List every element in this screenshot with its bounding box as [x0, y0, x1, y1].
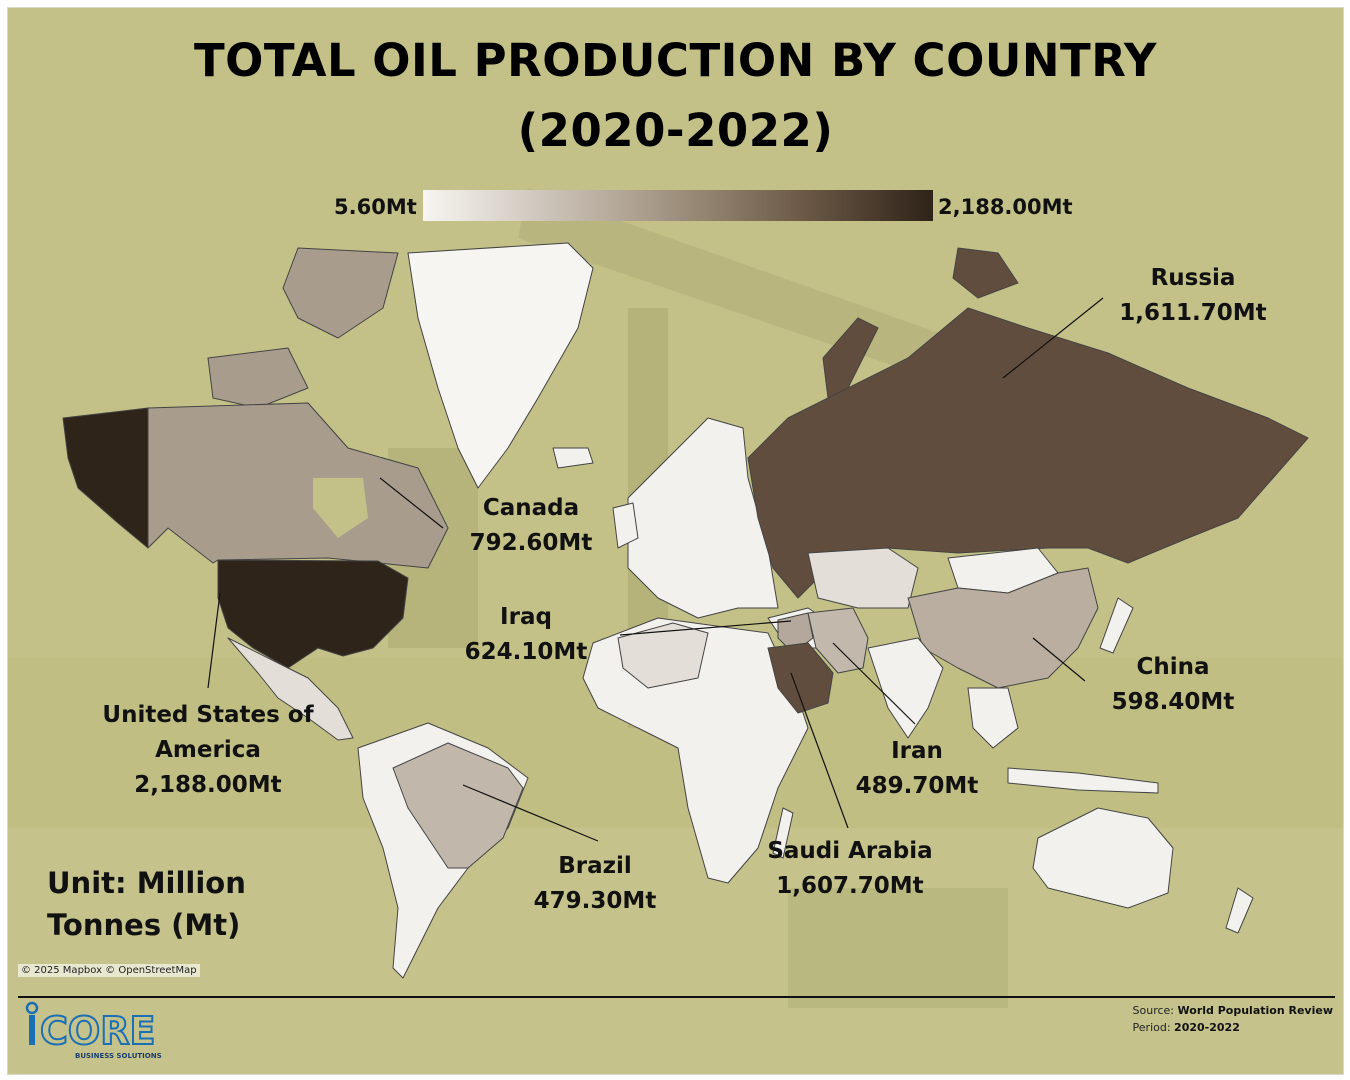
- australia-shape: [1032, 807, 1174, 909]
- period-value: 2020-2022: [1174, 1021, 1240, 1034]
- leader-saudi-arabia: [790, 672, 849, 829]
- indonesia-shape: [1007, 767, 1159, 794]
- label-brazil-name: Brazil: [558, 853, 632, 879]
- label-saudi-arabia: Saudi Arabia 1,607.70Mt: [760, 834, 940, 904]
- source-block: Source: World Population Review Period: …: [1133, 1002, 1333, 1036]
- unit-note-line1: Unit: Million: [47, 866, 246, 900]
- saudi-arabia-shape: [767, 642, 834, 714]
- hudson-bay: [313, 478, 368, 538]
- china-shape: [907, 567, 1099, 689]
- novaya-zemlya-shape: [822, 317, 879, 399]
- label-china-name: China: [1136, 654, 1210, 680]
- label-canada: Canada 792.60Mt: [451, 491, 611, 561]
- leader-brazil: [462, 784, 599, 842]
- iceland-shape: [552, 447, 594, 469]
- label-iran-value: 489.70Mt: [855, 773, 979, 799]
- canada-shape: [147, 402, 449, 569]
- mexico-shape: [227, 637, 354, 741]
- label-usa-name-line1: United States of: [102, 702, 314, 728]
- madagascar-shape: [772, 807, 794, 859]
- label-iraq-value: 624.10Mt: [464, 639, 588, 665]
- russia-islands-shape: [952, 247, 1019, 299]
- canada-islands-shape-2: [207, 347, 309, 409]
- unit-note: Unit: Million Tonnes (Mt): [47, 862, 246, 946]
- europe-shape: [627, 417, 779, 619]
- usa-shape: [217, 559, 409, 669]
- greenland-shape: [407, 242, 594, 489]
- label-china-value: 598.40Mt: [1111, 689, 1235, 715]
- label-iraq: Iraq 624.10Mt: [446, 600, 606, 670]
- label-russia-name: Russia: [1150, 265, 1236, 291]
- central-asia-shape: [807, 547, 919, 609]
- label-china: China 598.40Mt: [1093, 650, 1253, 720]
- label-usa-value: 2,188.00Mt: [134, 772, 282, 798]
- source-label: Source:: [1132, 1004, 1175, 1017]
- source-value: World Population Review: [1177, 1004, 1333, 1017]
- label-canada-name: Canada: [482, 495, 580, 521]
- unit-note-line2: Tonnes (Mt): [47, 908, 241, 942]
- japan-shape: [1099, 597, 1134, 654]
- leader-russia: [1002, 297, 1104, 379]
- uk-shape: [612, 502, 639, 549]
- label-iran-name: Iran: [891, 738, 943, 764]
- india-shape: [867, 637, 944, 739]
- world-map: [62, 242, 1309, 979]
- label-russia: Russia 1,611.70Mt: [1113, 261, 1273, 331]
- label-saudi-arabia-value: 1,607.70Mt: [776, 873, 924, 899]
- leader-canada: [379, 477, 444, 529]
- leader-iraq: [619, 620, 792, 636]
- label-usa-name-line2: America: [155, 737, 261, 763]
- southeast-asia-shape: [967, 687, 1019, 749]
- canada-islands-shape: [282, 247, 399, 339]
- label-iran: Iran 489.70Mt: [837, 734, 997, 804]
- legend-min-label: 5.60Mt: [334, 195, 417, 219]
- alaska-shape: [62, 407, 149, 549]
- brazil-shape: [392, 742, 524, 869]
- label-iraq-name: Iraq: [500, 604, 552, 630]
- label-usa: United States of America 2,188.00Mt: [88, 698, 328, 803]
- map-title-line2: (2020-2022): [517, 104, 834, 157]
- label-brazil: Brazil 479.30Mt: [515, 849, 675, 919]
- label-russia-value: 1,611.70Mt: [1119, 300, 1267, 326]
- map-title-line1: TOTAL OIL PRODUCTION BY COUNTRY: [193, 34, 1158, 87]
- map-frame: TOTAL OIL PRODUCTION BY COUNTRY (2020-20…: [7, 7, 1344, 1075]
- logo-subtext: BUSINESS SOLUTIONS: [75, 1052, 162, 1060]
- footer-divider: [18, 996, 1335, 998]
- legend-max-label: 2,188.00Mt: [938, 195, 1073, 219]
- period-label: Period:: [1132, 1021, 1171, 1034]
- leader-china: [1032, 637, 1086, 682]
- legend-color-bar: [423, 190, 933, 221]
- icore-logo: CORE BUSINESS SOLUTIONS: [25, 1001, 162, 1060]
- leader-iran: [832, 642, 916, 725]
- leader-usa: [207, 592, 221, 689]
- new-zealand-shape: [1225, 887, 1254, 934]
- map-attribution[interactable]: © 2025 Mapbox © OpenStreetMap: [18, 964, 200, 977]
- label-canada-value: 792.60Mt: [469, 530, 593, 556]
- iran-shape: [807, 607, 869, 674]
- label-saudi-arabia-name: Saudi Arabia: [767, 838, 933, 864]
- north-africa-shape: [617, 622, 709, 689]
- logo-text: CORE: [40, 1009, 155, 1053]
- label-brazil-value: 479.30Mt: [533, 888, 657, 914]
